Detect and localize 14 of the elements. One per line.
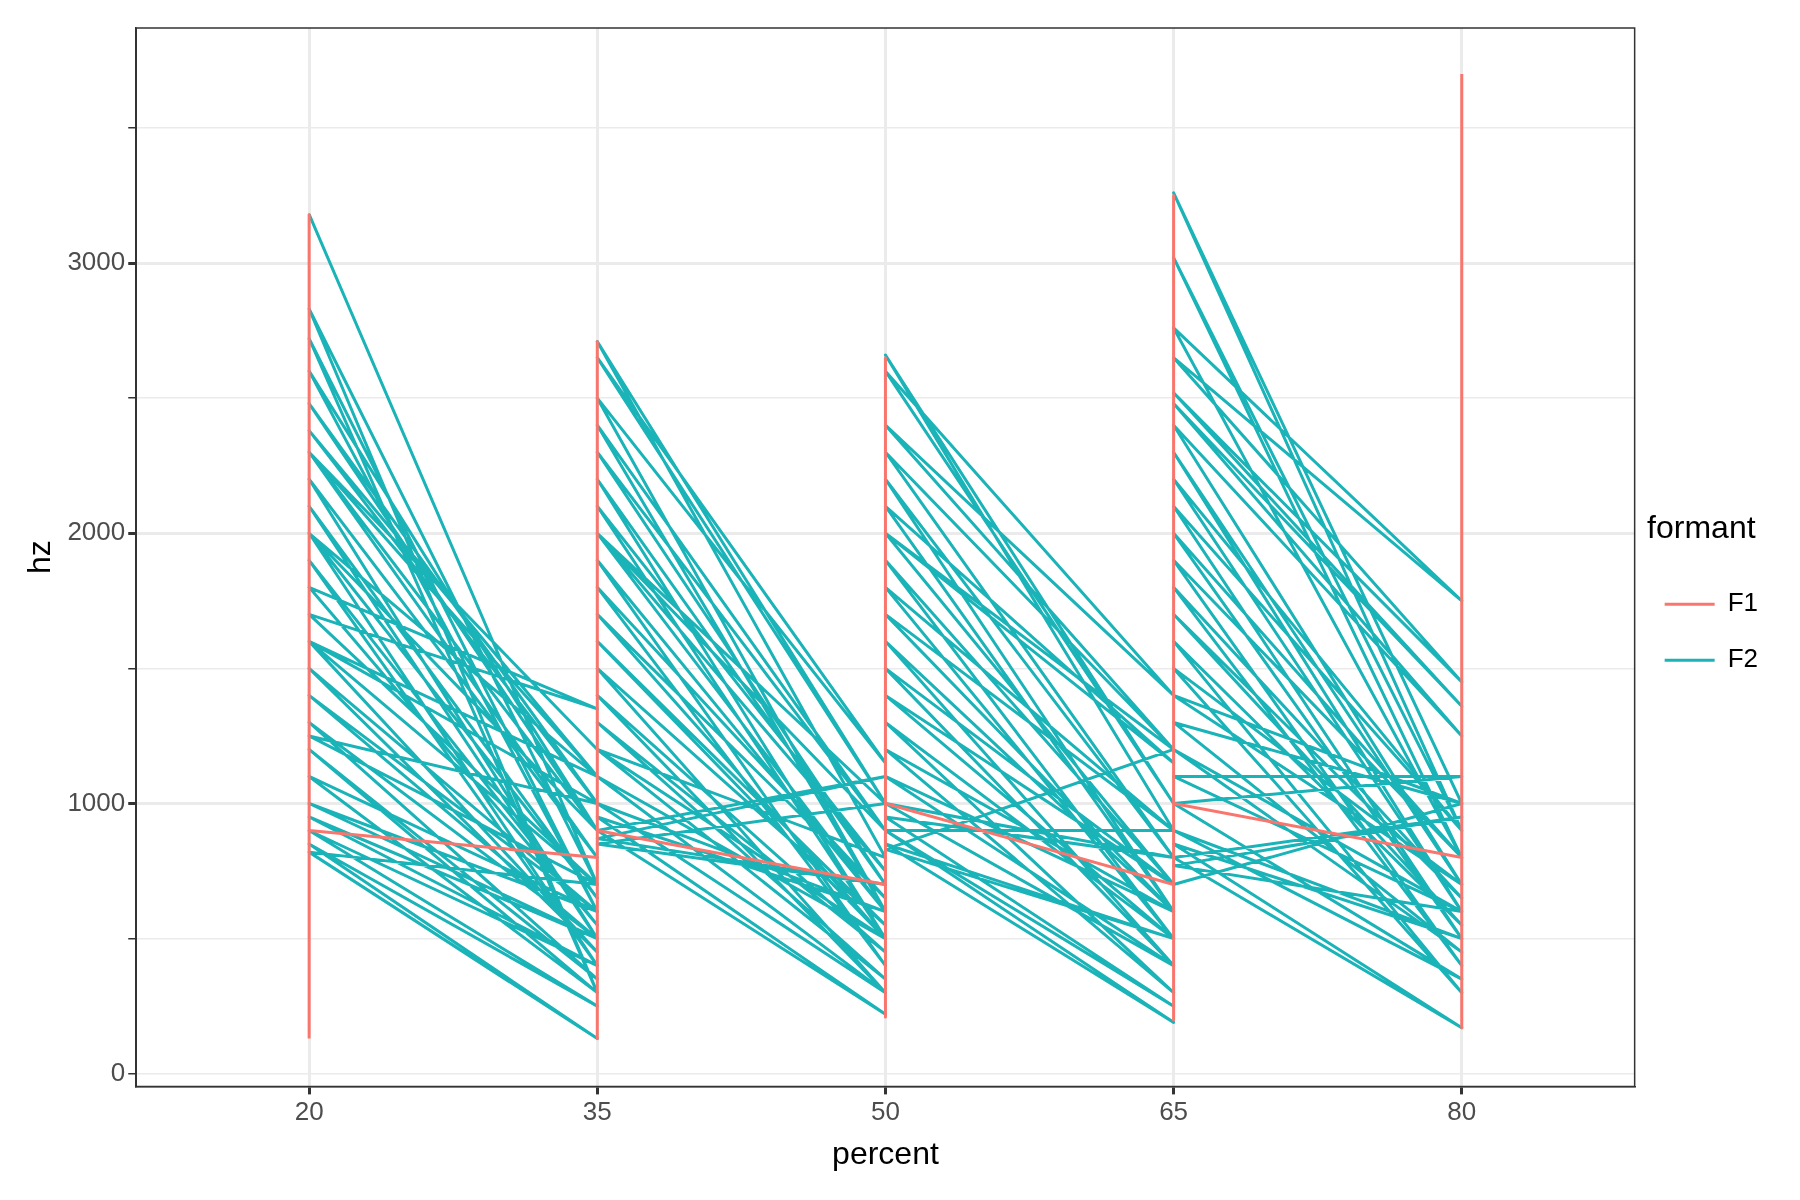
x-tick-label: 35 — [582, 1096, 612, 1127]
y-tick-label: 0 — [110, 1056, 126, 1087]
legend-title: formant — [1647, 508, 1756, 545]
x-tick-label: 80 — [1447, 1096, 1477, 1127]
y-tick-label: 3000 — [67, 246, 126, 277]
y-axis-title: hz — [21, 540, 58, 575]
y-tick-label: 1000 — [67, 786, 126, 817]
x-tick-label: 65 — [1159, 1096, 1189, 1127]
legend-label: F2 — [1727, 643, 1758, 674]
legend-label: F1 — [1727, 587, 1758, 618]
y-tick-label: 2000 — [67, 516, 126, 547]
x-tick-label: 50 — [870, 1096, 900, 1127]
x-axis-title: percent — [832, 1134, 939, 1171]
x-tick-label: 20 — [294, 1096, 324, 1127]
